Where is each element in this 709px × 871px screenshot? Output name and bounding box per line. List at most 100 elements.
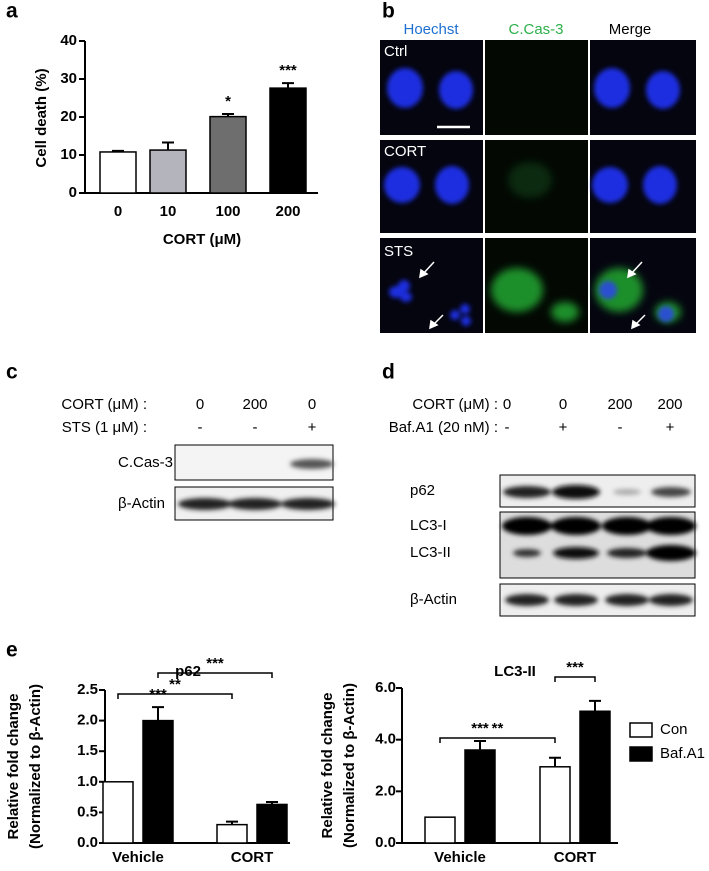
panel-letter: b [382,0,395,23]
band-label: LC3-II [410,544,451,561]
error-bar [112,149,124,152]
condition-label: CORT (μM) : [61,396,147,413]
error-bar [222,112,234,117]
significance: *** [149,686,167,703]
y-axis-label: (Normalized to β-Actin) [27,684,44,849]
condition-value: 200 [607,396,632,413]
legend-swatch [629,746,653,762]
panel-letter: d [382,361,395,384]
x-axis-label: CORT (μM) [163,231,241,248]
condition-value: + [308,419,317,436]
band-label: p62 [410,482,435,499]
significance: *** [279,62,297,79]
x-tick-label: Vehicle [434,849,486,866]
condition-value: 200 [242,396,267,413]
x-tick-label: Vehicle [112,849,164,866]
microscopy-panel [380,40,696,333]
band-label: β-Actin [410,591,457,608]
y-tick-label: 6.0 [375,679,396,696]
x-tick-label: 10 [160,203,177,220]
panel-letter: a [6,0,18,23]
band-label: C.Cas-3 [118,454,173,471]
significance: ** [169,676,181,693]
condition-value: 0 [196,396,204,413]
significance: ** [492,720,504,737]
bar [209,115,247,194]
condition-value: + [559,419,568,436]
row-label: STS [384,243,413,260]
bar [269,87,307,194]
condition-label: CORT (μM) : [412,396,498,413]
panel-letter: c [6,361,18,384]
band-label: β-Actin [118,495,165,512]
y-tick-label: 0.0 [375,834,396,851]
x-tick-label: 100 [215,203,240,220]
significance-bracket [439,737,556,743]
condition-value: - [618,419,623,436]
y-axis-label: (Normalized to β-Actin) [341,683,358,848]
condition-value: 0 [308,396,316,413]
row-label: Ctrl [384,43,407,60]
error-bar [282,82,294,89]
error-bar [152,706,164,721]
bar [424,816,456,844]
error-bar [589,699,601,712]
bar [142,719,174,844]
y-tick-label: 4.0 [375,731,396,748]
y-axis-label: Cell death (%) [33,68,50,167]
legend-label: Con [660,721,688,738]
error-bar [549,756,561,767]
error-bar [162,141,174,151]
bar [256,803,288,844]
x-tick-label: 0 [114,203,122,220]
y-tick-label: 0 [69,184,77,201]
row-label: CORT [384,143,426,160]
y-tick-label: 20 [60,108,77,125]
legend-swatch [629,722,653,738]
bar [539,766,571,844]
significance-bracket [554,676,596,682]
y-tick-label: 0.5 [77,803,98,820]
condition-value: 200 [657,396,682,413]
condition-value: + [666,419,675,436]
bar [579,710,611,844]
y-tick-label: 2.0 [77,712,98,729]
condition-value: - [253,419,258,436]
x-tick-label: CORT [231,849,274,866]
significance-bracket [117,693,233,699]
y-tick-label: 1.5 [77,742,98,759]
significance: *** [471,720,489,737]
band-label: LC3-I [410,517,447,534]
y-axis-label: Relative fold change [5,694,22,840]
bar [99,151,137,194]
condition-value: 0 [503,396,511,413]
condition-value: - [198,419,203,436]
bar [149,149,187,194]
y-tick-label: 0.0 [77,834,98,851]
error-bar [474,739,486,750]
x-tick-label: CORT [554,849,597,866]
column-header: Hoechst [403,21,459,38]
condition-label: STS (1 μM) : [62,419,147,436]
significance: *** [566,659,584,676]
chart-title: p62 [175,663,201,680]
western-blots [174,444,696,617]
y-tick-label: 10 [60,146,77,163]
x-tick-label: 200 [275,203,300,220]
bar [102,781,134,844]
y-tick-label: 2.0 [375,782,396,799]
condition-value: 0 [559,396,567,413]
y-axis-label: Relative fold change [319,693,336,839]
condition-value: - [505,419,510,436]
condition-label: Baf.A1 (20 nM) : [389,419,498,436]
significance-bracket [157,672,273,678]
bar [216,823,248,844]
column-header: Merge [609,21,652,38]
y-tick-label: 30 [60,70,77,87]
y-tick-label: 40 [60,32,77,49]
y-tick-label: 2.5 [77,681,98,698]
chart-title: LC3-II [494,663,536,680]
significance: *** [206,655,224,672]
column-header: C.Cas-3 [508,21,563,38]
